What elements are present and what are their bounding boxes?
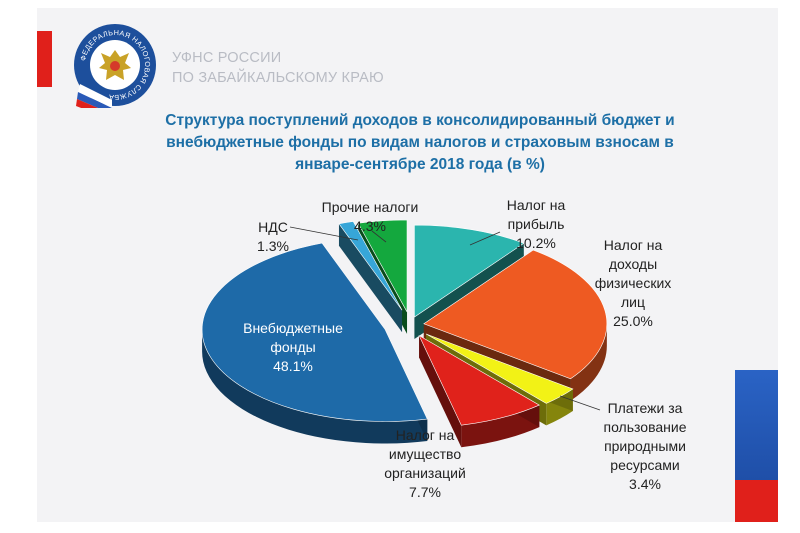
slice-name-label: организаций	[384, 465, 466, 481]
slice-value-label: 3.4%	[629, 476, 661, 492]
pie-slice-wall	[419, 335, 462, 448]
pie-slice	[423, 249, 608, 380]
slice-label: Налог на имущество организаций 7.7%	[384, 427, 466, 500]
slice-name-label: Платежи за	[608, 400, 683, 416]
slice-name-label: пользование	[604, 419, 687, 435]
leader-line	[559, 395, 601, 411]
slice-value-label: 48.1%	[273, 358, 313, 374]
org-name-line1: УФНС РОССИИ	[172, 50, 282, 66]
pie-slice	[414, 224, 525, 318]
pie-labels: Налог на прибыль 10.2% Налог на доходы физиче…	[243, 197, 687, 500]
org-name-line2: ПО ЗАБАЙКАЛЬСКОМУ КРАЮ	[172, 70, 384, 86]
pie-slice-side	[202, 329, 428, 444]
pie-slice	[338, 221, 403, 311]
slice-label: Налог на доходы физических лиц 25.0%	[595, 237, 672, 329]
slice-name-label: лиц	[621, 294, 645, 310]
chart-title-line: внебюджетные фонды по видам налогов и ст…	[166, 134, 674, 151]
slice-label: Налог на прибыль 10.2%	[507, 197, 566, 251]
slice-value-label: 1.3%	[257, 238, 289, 254]
pie-slice	[357, 219, 408, 313]
leader-line	[469, 231, 501, 246]
accent-red-bar	[37, 31, 52, 87]
slice-name-label: Внебюджетные	[243, 320, 343, 336]
accent-red-strip	[735, 480, 778, 522]
slice-name-label: природными	[604, 438, 686, 454]
slice-name-label: фонды	[270, 339, 315, 355]
slice-name-label: Налог на	[604, 237, 663, 253]
pie-slice	[201, 242, 428, 422]
slice-value-label: 25.0%	[613, 313, 653, 329]
pie-tops	[201, 219, 608, 426]
slice-label: Внебюджетные фонды 48.1%	[243, 320, 343, 374]
slice-value-label: 4.3%	[354, 218, 386, 234]
accent-blue-strip	[735, 370, 778, 480]
slice-name-label: доходы	[609, 256, 657, 272]
leader-line	[371, 230, 387, 243]
slice-label: Платежи за пользование природными ресурсами…	[604, 400, 687, 492]
pie-slice	[418, 334, 540, 426]
slice-name-label: физических	[595, 275, 672, 291]
slice-value-label: 10.2%	[516, 235, 556, 251]
chart-title-line: январе-сентябре 2018 года (в %)	[295, 156, 545, 173]
pie-slice-wall	[338, 223, 403, 333]
slice-label: Прочие налоги 4.3%	[322, 199, 419, 234]
slice-name-label: Налог на	[396, 427, 455, 443]
slice-name-label: имущество	[389, 446, 461, 462]
leader-line	[289, 226, 359, 241]
slice-value-label: 7.7%	[409, 484, 441, 500]
slice-name-label: прибыль	[508, 216, 565, 232]
slice-name-label: НДС	[258, 219, 288, 235]
chart-title-line: Структура поступлений доходов в консолид…	[165, 112, 675, 129]
fns-emblem-icon: ФЕДЕРАЛЬНАЯ НАЛОГОВАЯ СЛУЖБА	[74, 24, 156, 108]
chart-title: Структура поступлений доходов в консолид…	[140, 110, 700, 176]
slice-label: НДС 1.3%	[257, 219, 289, 254]
slice-name-label: Прочие налоги	[322, 199, 419, 215]
slice-name-label: ресурсами	[610, 457, 679, 473]
slice-name-label: Налог на	[507, 197, 566, 213]
pie-slice-side	[570, 323, 607, 401]
